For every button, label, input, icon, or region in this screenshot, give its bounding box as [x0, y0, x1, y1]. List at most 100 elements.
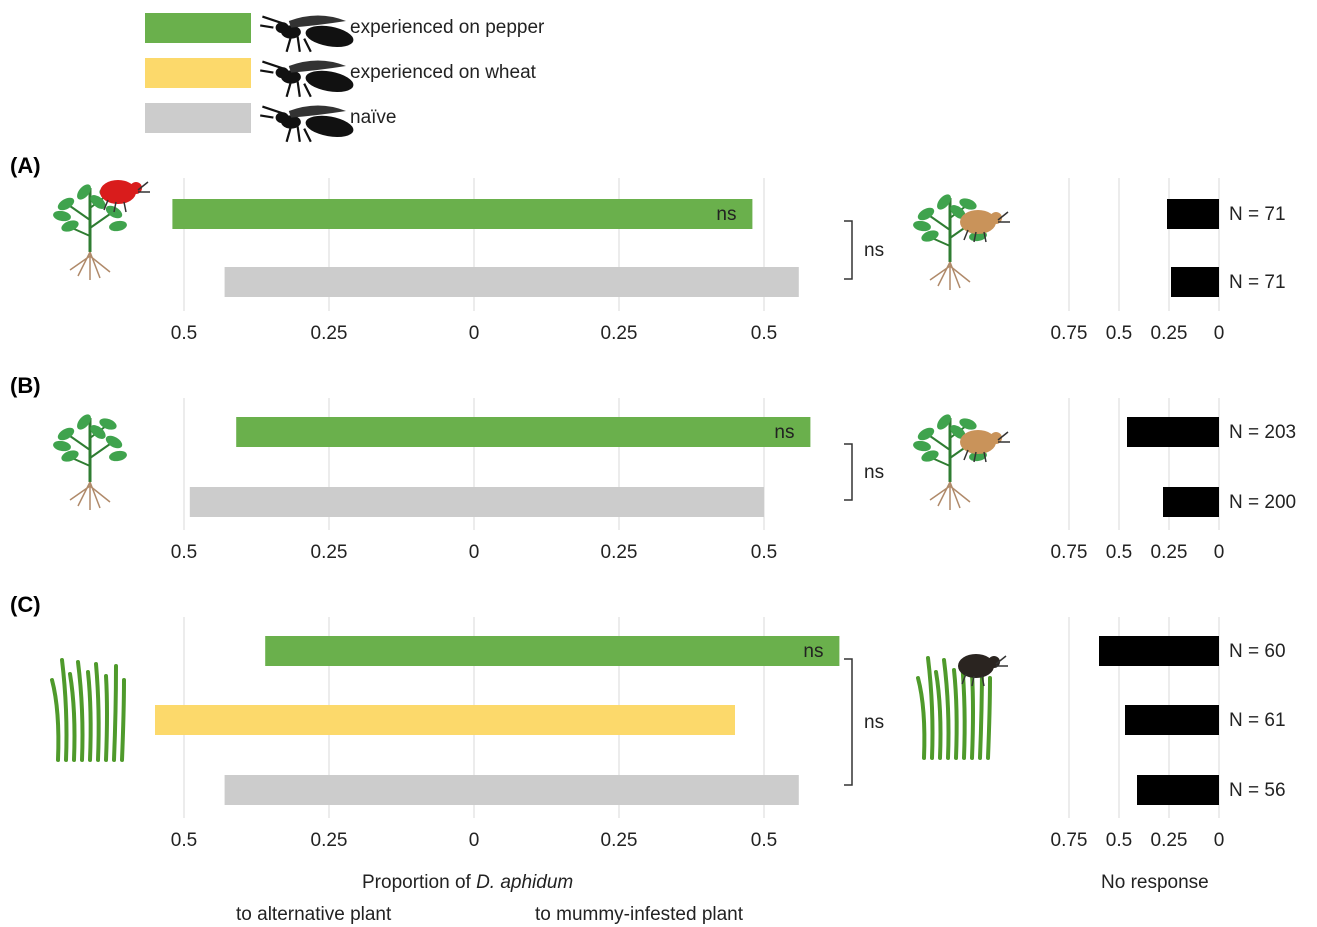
wasp-abdomen: [305, 115, 354, 138]
wheat-blade: [926, 656, 935, 760]
leaf: [90, 195, 106, 209]
sub-label-alternative: to alternative plant: [236, 904, 392, 925]
leaf: [937, 194, 951, 210]
leaf: [950, 425, 966, 439]
x-tick-label: 0.25: [601, 323, 638, 344]
x-tick-label: 0.25: [311, 542, 348, 563]
wasp-wing: [288, 105, 346, 118]
plant-branch: [69, 425, 111, 467]
bug-body: [958, 654, 994, 678]
sample-size-label: N = 203: [1229, 422, 1296, 443]
x-tick-label: 0: [469, 830, 480, 851]
wasp-antenna: [262, 15, 283, 25]
leaf: [950, 205, 966, 219]
x-tick-label: 0: [469, 323, 480, 344]
bar-significance-label: ns: [803, 641, 823, 662]
bar: [236, 417, 811, 447]
leaf: [109, 220, 127, 232]
x-axis-label: Proportion of D. aphidum: [362, 872, 573, 894]
wheat-blade: [120, 678, 126, 762]
wasp-abdomen: [305, 70, 354, 93]
legend-label: experienced on pepper: [350, 17, 545, 38]
bug-legs: [963, 431, 1010, 463]
pepper-plant-with-mummy-icon: [913, 194, 1010, 290]
x-tick-label: 0.5: [751, 542, 777, 563]
no-response-bar: [1099, 636, 1219, 666]
x-tick-label: 0.5: [171, 830, 197, 851]
bug-head: [988, 656, 1000, 668]
panel-label: (C): [10, 592, 41, 617]
wheat-blade: [68, 672, 77, 762]
bracket-significance-label: ns: [864, 462, 884, 483]
x-axis-label-species: D. aphidum: [476, 872, 574, 893]
pepper-plant-icon: [53, 414, 127, 510]
wasp-abdomen: [305, 25, 354, 48]
wheat-blade: [94, 662, 101, 762]
bar: [189, 487, 765, 517]
plant-branch: [929, 425, 971, 467]
bar: [224, 267, 799, 297]
wheat-blade: [50, 678, 61, 762]
no-response-tick-label: 0: [1214, 542, 1225, 563]
wheat-blade: [942, 658, 951, 760]
wheat-blade: [104, 674, 109, 762]
plant-roots: [69, 481, 111, 510]
no-response-bar: [1137, 775, 1219, 805]
leaf: [959, 198, 977, 210]
bar: [265, 636, 840, 666]
x-tick-label: 0.25: [601, 542, 638, 563]
sample-size-label: N = 56: [1229, 780, 1286, 801]
wheat-blade: [934, 670, 943, 760]
no-response-bar: [1171, 267, 1219, 297]
no-response-bar: [1163, 487, 1219, 517]
no-response-bar: [1125, 705, 1219, 735]
no-response-axis-label: No response: [1101, 872, 1209, 893]
leaf: [959, 418, 977, 430]
legend-label: experienced on wheat: [350, 62, 536, 83]
wasp-head: [275, 67, 289, 79]
sample-size-label: N = 71: [1229, 272, 1286, 293]
sample-size-label: N = 61: [1229, 710, 1286, 731]
leaf: [105, 435, 123, 449]
no-response-bar: [1127, 417, 1219, 447]
wasp-head: [275, 22, 289, 34]
bar: [155, 705, 735, 735]
leaf: [917, 207, 935, 221]
plant-roots: [929, 261, 971, 290]
wasp-antenna: [260, 24, 274, 29]
leaf: [99, 418, 117, 430]
plant-branch: [929, 205, 971, 247]
x-tick-label: 0.25: [311, 830, 348, 851]
wheat-with-mummy-icon: [916, 654, 1008, 760]
bracket-significance-label: ns: [864, 712, 884, 733]
bug-body: [100, 180, 136, 204]
wasp-icon: [260, 15, 354, 53]
wasp-antenna: [260, 69, 274, 74]
sample-size-label: N = 60: [1229, 641, 1286, 662]
sample-size-label: N = 71: [1229, 204, 1286, 225]
x-tick-label: 0.25: [601, 830, 638, 851]
leaf: [921, 230, 939, 242]
mummy-icon: [958, 654, 1008, 687]
pepper-plant-with-mummy-icon: [913, 414, 1010, 510]
legend-label: naïve: [350, 107, 397, 128]
no-response-bar: [1167, 199, 1219, 229]
legend-swatch: [145, 103, 251, 133]
leaf: [57, 427, 75, 441]
wasp-antenna: [262, 105, 283, 115]
bracket: [844, 220, 853, 280]
bug-legs: [103, 181, 150, 213]
wasp-wing: [288, 15, 346, 28]
x-axis-label-prefix: Proportion of: [362, 872, 477, 893]
wasp-head: [275, 112, 289, 124]
bug-legs: [961, 655, 1008, 687]
wasp-legs: [285, 126, 312, 143]
panel-label: (B): [10, 373, 41, 398]
wheat-blade: [986, 676, 992, 760]
wheat-blade: [112, 664, 118, 762]
no-response-tick-label: 0.25: [1151, 323, 1188, 344]
plant-branch: [69, 195, 111, 237]
bracket: [844, 443, 853, 501]
mummy-icon: [960, 430, 1010, 463]
